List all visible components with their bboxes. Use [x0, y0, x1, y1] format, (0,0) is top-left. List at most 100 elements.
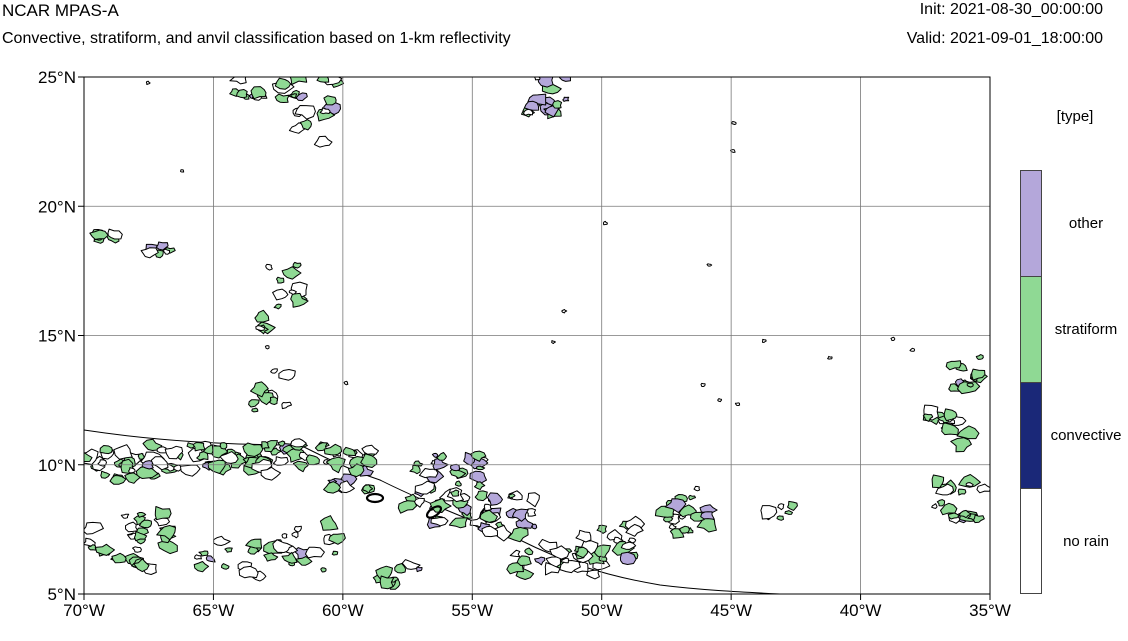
precip-cell: [278, 369, 296, 381]
precip-cell: [937, 419, 945, 425]
precip-cell: [787, 500, 798, 511]
precip-cell: [516, 555, 532, 566]
legend-label-no-rain: no rain: [1063, 533, 1109, 550]
precip-cell: [133, 558, 150, 573]
precip-cell: [245, 538, 263, 549]
lat-tick-label: 5°N: [47, 585, 76, 604]
precip-cell: [361, 444, 379, 455]
precip-cell: [316, 77, 330, 83]
precip-cell: [248, 399, 260, 408]
precip-classification-field: [84, 77, 990, 594]
figure-subtitle: Convective, stratiform, and anvil classi…: [2, 30, 511, 47]
precip-cell: [255, 325, 265, 331]
precip-cell: [956, 425, 980, 440]
legend-swatch-stratiform: [1021, 277, 1041, 383]
precip-cell: [476, 465, 486, 471]
precip-cell: [254, 309, 270, 323]
precip-cell: [157, 540, 178, 555]
precip-cell: [947, 512, 960, 520]
legend-title: [type]: [1056, 108, 1094, 125]
precip-cell: [293, 525, 302, 533]
legend-swatch-no-rain: [1021, 489, 1041, 593]
precip-cell: [909, 347, 916, 352]
precip-cell: [777, 503, 785, 511]
precip-cell: [124, 472, 141, 484]
precip-cell: [688, 494, 696, 501]
precip-cell: [940, 502, 958, 516]
precip-cell: [272, 288, 289, 301]
precip-cell: [180, 169, 185, 173]
precip-cell: [299, 119, 312, 131]
precip-cell: [213, 535, 231, 546]
precip-cell: [136, 512, 147, 518]
precip-cell: [281, 401, 292, 410]
legend-swatch-convective: [1021, 383, 1041, 489]
precip-cell: [138, 519, 152, 529]
lat-tick-label: 20°N: [38, 197, 76, 216]
init-time: Init: 2021-08-30_00:00:00: [919, 1, 1103, 18]
lon-tick-label: 55°W: [451, 601, 493, 620]
precip-cell: [941, 422, 959, 436]
precip-cell: [474, 481, 486, 491]
anvil-outline: [84, 429, 781, 594]
precip-cell: [679, 525, 690, 534]
precip-cell: [289, 77, 308, 85]
precip-cell: [948, 383, 960, 392]
precip-cell: [562, 96, 570, 102]
precip-cell: [431, 452, 439, 458]
precip-cell: [290, 93, 298, 99]
precip-cell: [198, 550, 209, 557]
precip-cell: [664, 498, 687, 513]
precip-cell: [142, 438, 163, 451]
precip-cell: [526, 492, 540, 508]
precip-cell: [323, 481, 341, 494]
precip-cell: [483, 503, 492, 511]
precip-cell: [192, 442, 206, 452]
lon-tick-label: 45°W: [710, 601, 752, 620]
precip-cell: [598, 555, 608, 562]
precip-cell: [99, 445, 113, 455]
precip-cell: [479, 509, 498, 523]
precip-cell: [448, 517, 468, 529]
precip-cell: [343, 446, 357, 457]
precip-cell: [416, 566, 423, 573]
precip-cell: [224, 547, 233, 553]
precip-cell: [700, 511, 715, 520]
precip-cell: [150, 456, 169, 471]
precip-cell: [693, 485, 701, 492]
precip-cell: [931, 474, 945, 489]
precip-cell: [137, 452, 145, 460]
precip-cell: [186, 442, 195, 449]
precip-cell: [95, 543, 115, 556]
precip-cell: [945, 360, 962, 371]
precip-cell: [294, 105, 316, 120]
precip-cell: [87, 544, 97, 551]
precip-cell: [263, 552, 279, 562]
precip-cell: [549, 545, 570, 560]
precip-cell: [285, 545, 298, 554]
precip-cell: [561, 309, 568, 314]
precip-cell: [362, 484, 374, 494]
precip-cell: [958, 509, 972, 519]
precip-cell: [474, 490, 488, 502]
precip-cell: [328, 533, 346, 545]
precip-cell: [236, 89, 248, 99]
figure-title: NCAR MPAS-A: [2, 1, 119, 20]
precip-cell: [290, 292, 309, 308]
precip-cell: [509, 549, 521, 558]
precip-cell: [784, 510, 793, 515]
precip-cell: [534, 77, 541, 81]
precip-cell: [936, 499, 946, 507]
legend-label-other: other: [1068, 215, 1104, 232]
legend-label-convective: convective: [1050, 427, 1122, 444]
precip-cell: [971, 368, 986, 381]
precip-cell: [551, 340, 556, 344]
precip-cell: [290, 438, 307, 448]
precip-cell: [145, 80, 151, 85]
axis-ticks: 25°N 20°N 15°N 10°N 5°N70°W 65°W 60°W 55°W 50°W 4…: [38, 68, 1011, 620]
precip-cell: [776, 515, 784, 521]
precip-cell: [84, 521, 104, 535]
precip-cell: [194, 554, 202, 560]
precip-cell: [272, 456, 289, 466]
